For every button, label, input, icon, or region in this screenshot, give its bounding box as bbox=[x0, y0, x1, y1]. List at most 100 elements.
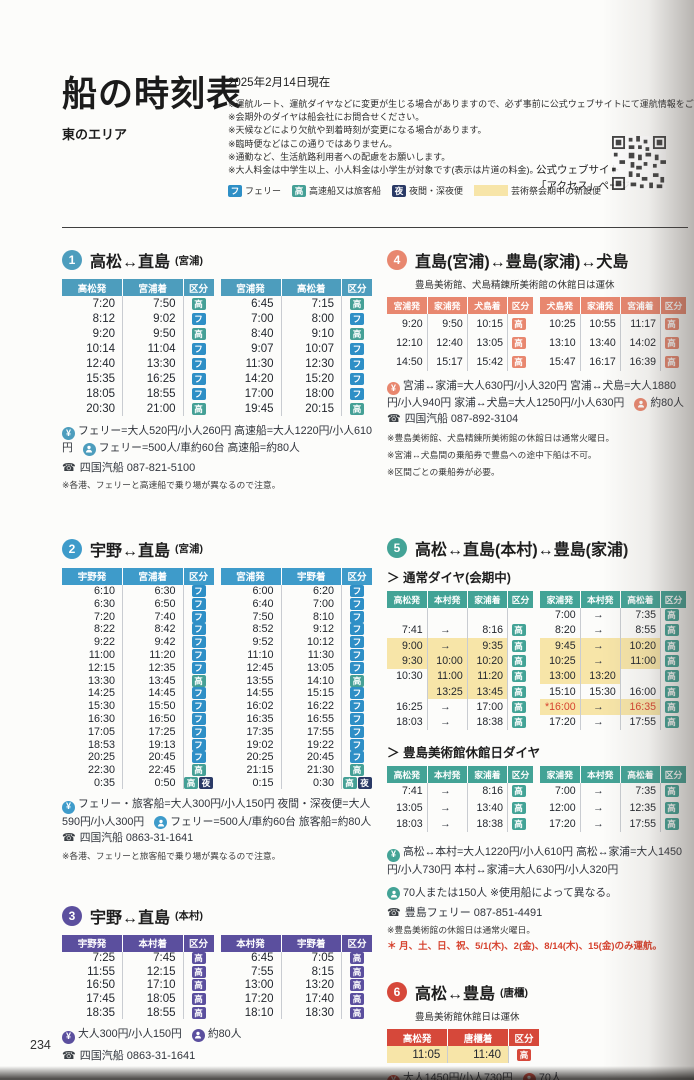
kubun-cell: フ bbox=[182, 661, 214, 675]
page-title: 船の時刻表 bbox=[62, 75, 243, 114]
kubun-cell: フ bbox=[182, 584, 214, 598]
timetable-outbound: 高松発 本村発 家浦着 区分 7:41 → 8:16 高 13:05 → 13:40 高 18:03 → 1… bbox=[387, 765, 533, 833]
time-cell: 10:25 bbox=[540, 653, 581, 669]
column-header: 犬島発 bbox=[540, 297, 581, 314]
timetable-row: 15:35 16:25 フ bbox=[62, 371, 214, 386]
kubun-cell: フ bbox=[182, 750, 214, 764]
kubun-cell: 高夜 bbox=[182, 776, 214, 790]
kubun-cell: フ bbox=[341, 712, 372, 726]
kubun-cell: 高 bbox=[660, 668, 686, 684]
kubun-badge-ferry: フ bbox=[350, 342, 364, 355]
kubun-cell: フ bbox=[182, 311, 214, 326]
timetable-row: 9:07 10:07 フ bbox=[221, 341, 372, 356]
kubun-badge-kousoku: 高 bbox=[191, 1006, 206, 1019]
time-cell: 8:52 bbox=[252, 623, 274, 636]
time-cell: 20:25 bbox=[87, 751, 115, 764]
timetable-row: 9:20 9:50 高 bbox=[62, 326, 214, 341]
time-cell: 7:50 bbox=[252, 610, 274, 623]
time-cell: 12:30 bbox=[280, 356, 342, 371]
timetable-row: 20:25 20:45 フ bbox=[62, 750, 214, 764]
timetable-row: 15:47 16:17 16:39 高 bbox=[540, 352, 686, 371]
kubun-badge-kousoku: 高 bbox=[664, 700, 679, 713]
timetable-grid: 高松発 本村発 家浦着 区分 7:41 → 8:16 高 13:05 → 13:40 高 18:03 → 1… bbox=[387, 765, 533, 833]
fare-capacity-note: ¥大人1450円/小人730円 70人 bbox=[387, 1070, 686, 1080]
time-cell: → bbox=[426, 815, 468, 833]
time-cell: 19:13 bbox=[122, 738, 183, 751]
note-line: ※会期外のダイヤは船会社にお問合せください。 bbox=[228, 112, 425, 123]
table-number-badge: 2 bbox=[62, 538, 82, 559]
kubun-badge-ferry: フ bbox=[350, 661, 364, 674]
kubun-badge-ferry: フ bbox=[350, 712, 364, 725]
kubun-badge-kousoku: 高 bbox=[664, 670, 679, 683]
kubun-cell: 高 bbox=[660, 653, 686, 669]
header-title-block: 船の時刻表 東のエリア bbox=[62, 66, 242, 143]
time-cell: 7:55 bbox=[251, 965, 274, 978]
fare-icon: ¥ bbox=[387, 848, 400, 862]
column-header: 区分 bbox=[341, 934, 372, 952]
table-title: 2 宇野↔直島 (宮浦) bbox=[62, 537, 372, 561]
kubun-badge-ferry: フ bbox=[191, 387, 206, 400]
timetable-row: 17:35 17:55 フ bbox=[221, 725, 372, 739]
time-cell: 10:14 bbox=[86, 342, 115, 355]
kubun-cell: フ bbox=[182, 356, 214, 371]
time-cell: 8:20 bbox=[555, 624, 576, 637]
time-cell: 17:55 bbox=[619, 815, 661, 833]
time-cell: 13:20 bbox=[579, 668, 621, 684]
timetable-row: 7:50 8:10 フ bbox=[221, 610, 372, 624]
column-header: 家浦着 bbox=[466, 765, 508, 783]
timetable-row: 18:05 18:55 フ bbox=[62, 386, 214, 401]
time-cell: 12:35 bbox=[122, 661, 183, 675]
kubun-cell: 高 bbox=[507, 714, 533, 730]
time-cell: 18:38 bbox=[466, 815, 508, 833]
kubun-cell: フ bbox=[341, 750, 372, 764]
phone-text: 四国汽船 0863-31-1641 bbox=[79, 1049, 196, 1062]
time-cell: 16:00 bbox=[619, 683, 661, 700]
kubun-badge-kousoku: 高 bbox=[511, 801, 526, 814]
column-header: 区分 bbox=[508, 1029, 539, 1047]
capacity-text: 70人 bbox=[538, 1072, 562, 1080]
timetable-row: 10:25 → 11:00 高 bbox=[540, 653, 686, 669]
timetable-row: 11:00 11:20 フ bbox=[62, 648, 214, 662]
kubun-badge-ferry: フ bbox=[350, 357, 364, 370]
capacity-icon bbox=[154, 816, 168, 830]
time-cell: 7:25 bbox=[92, 952, 115, 965]
time-cell: 17:55 bbox=[619, 714, 661, 730]
time-cell: → bbox=[579, 653, 621, 669]
kubun-badge-kousoku: 高 bbox=[664, 609, 679, 622]
timetable-row: 16:50 17:10 高 bbox=[62, 978, 214, 993]
time-cell: 17:55 bbox=[280, 725, 342, 739]
time-cell: 17:05 bbox=[87, 725, 115, 738]
kubun-badge-kousoku: 高 bbox=[350, 764, 364, 777]
time-cell: 11:20 bbox=[122, 648, 183, 662]
time-cell: → bbox=[579, 607, 621, 623]
time-cell: 16:55 bbox=[280, 712, 342, 726]
timetable-row: 16:25 → 17:00 高 bbox=[387, 699, 533, 715]
kubun-badge-ferry: フ bbox=[350, 700, 364, 713]
column-header: 区分 bbox=[660, 590, 686, 608]
kubun-cell: 高 bbox=[660, 815, 686, 833]
time-cell: 11:17 bbox=[619, 314, 661, 333]
table-number-badge: 4 bbox=[387, 250, 407, 270]
timetable-row: 11:30 12:30 フ bbox=[221, 356, 372, 371]
table-number-badge: 5 bbox=[387, 537, 407, 558]
time-cell: 6:20 bbox=[280, 584, 342, 598]
timetable-inbound: 犬島発 家浦発 宮浦着 区分 10:25 10:55 11:17 高 13:10 13:40 14:… bbox=[540, 297, 686, 371]
time-cell: 16:50 bbox=[86, 979, 115, 992]
kubun-cell: 高 bbox=[341, 992, 372, 1006]
timetable-row: 9:00 → 9:35 高 bbox=[387, 638, 533, 654]
kubun-cell: 高 bbox=[341, 763, 372, 777]
timetable-inbound: 家浦発 本村発 高松着 区分 7:00 → 7:35 高 12:00 → 12:35 高 17:20 → 1… bbox=[540, 765, 686, 833]
time-cell bbox=[387, 608, 427, 623]
time-cell: 9:35 bbox=[466, 638, 508, 654]
kubun-badge-kousoku: 高 bbox=[191, 297, 206, 310]
time-cell: 9:50 bbox=[122, 326, 183, 341]
kubun-cell: 高 bbox=[507, 782, 533, 800]
kubun-badge-ferry: フ bbox=[191, 357, 206, 370]
time-cell: 13:45 bbox=[122, 674, 183, 687]
time-cell: 7:00 bbox=[555, 785, 576, 798]
column-header: 宇野発 bbox=[62, 567, 123, 585]
time-cell: 13:05 bbox=[280, 661, 342, 675]
time-cell: 15:35 bbox=[86, 372, 115, 385]
time-cell: → bbox=[579, 815, 621, 833]
